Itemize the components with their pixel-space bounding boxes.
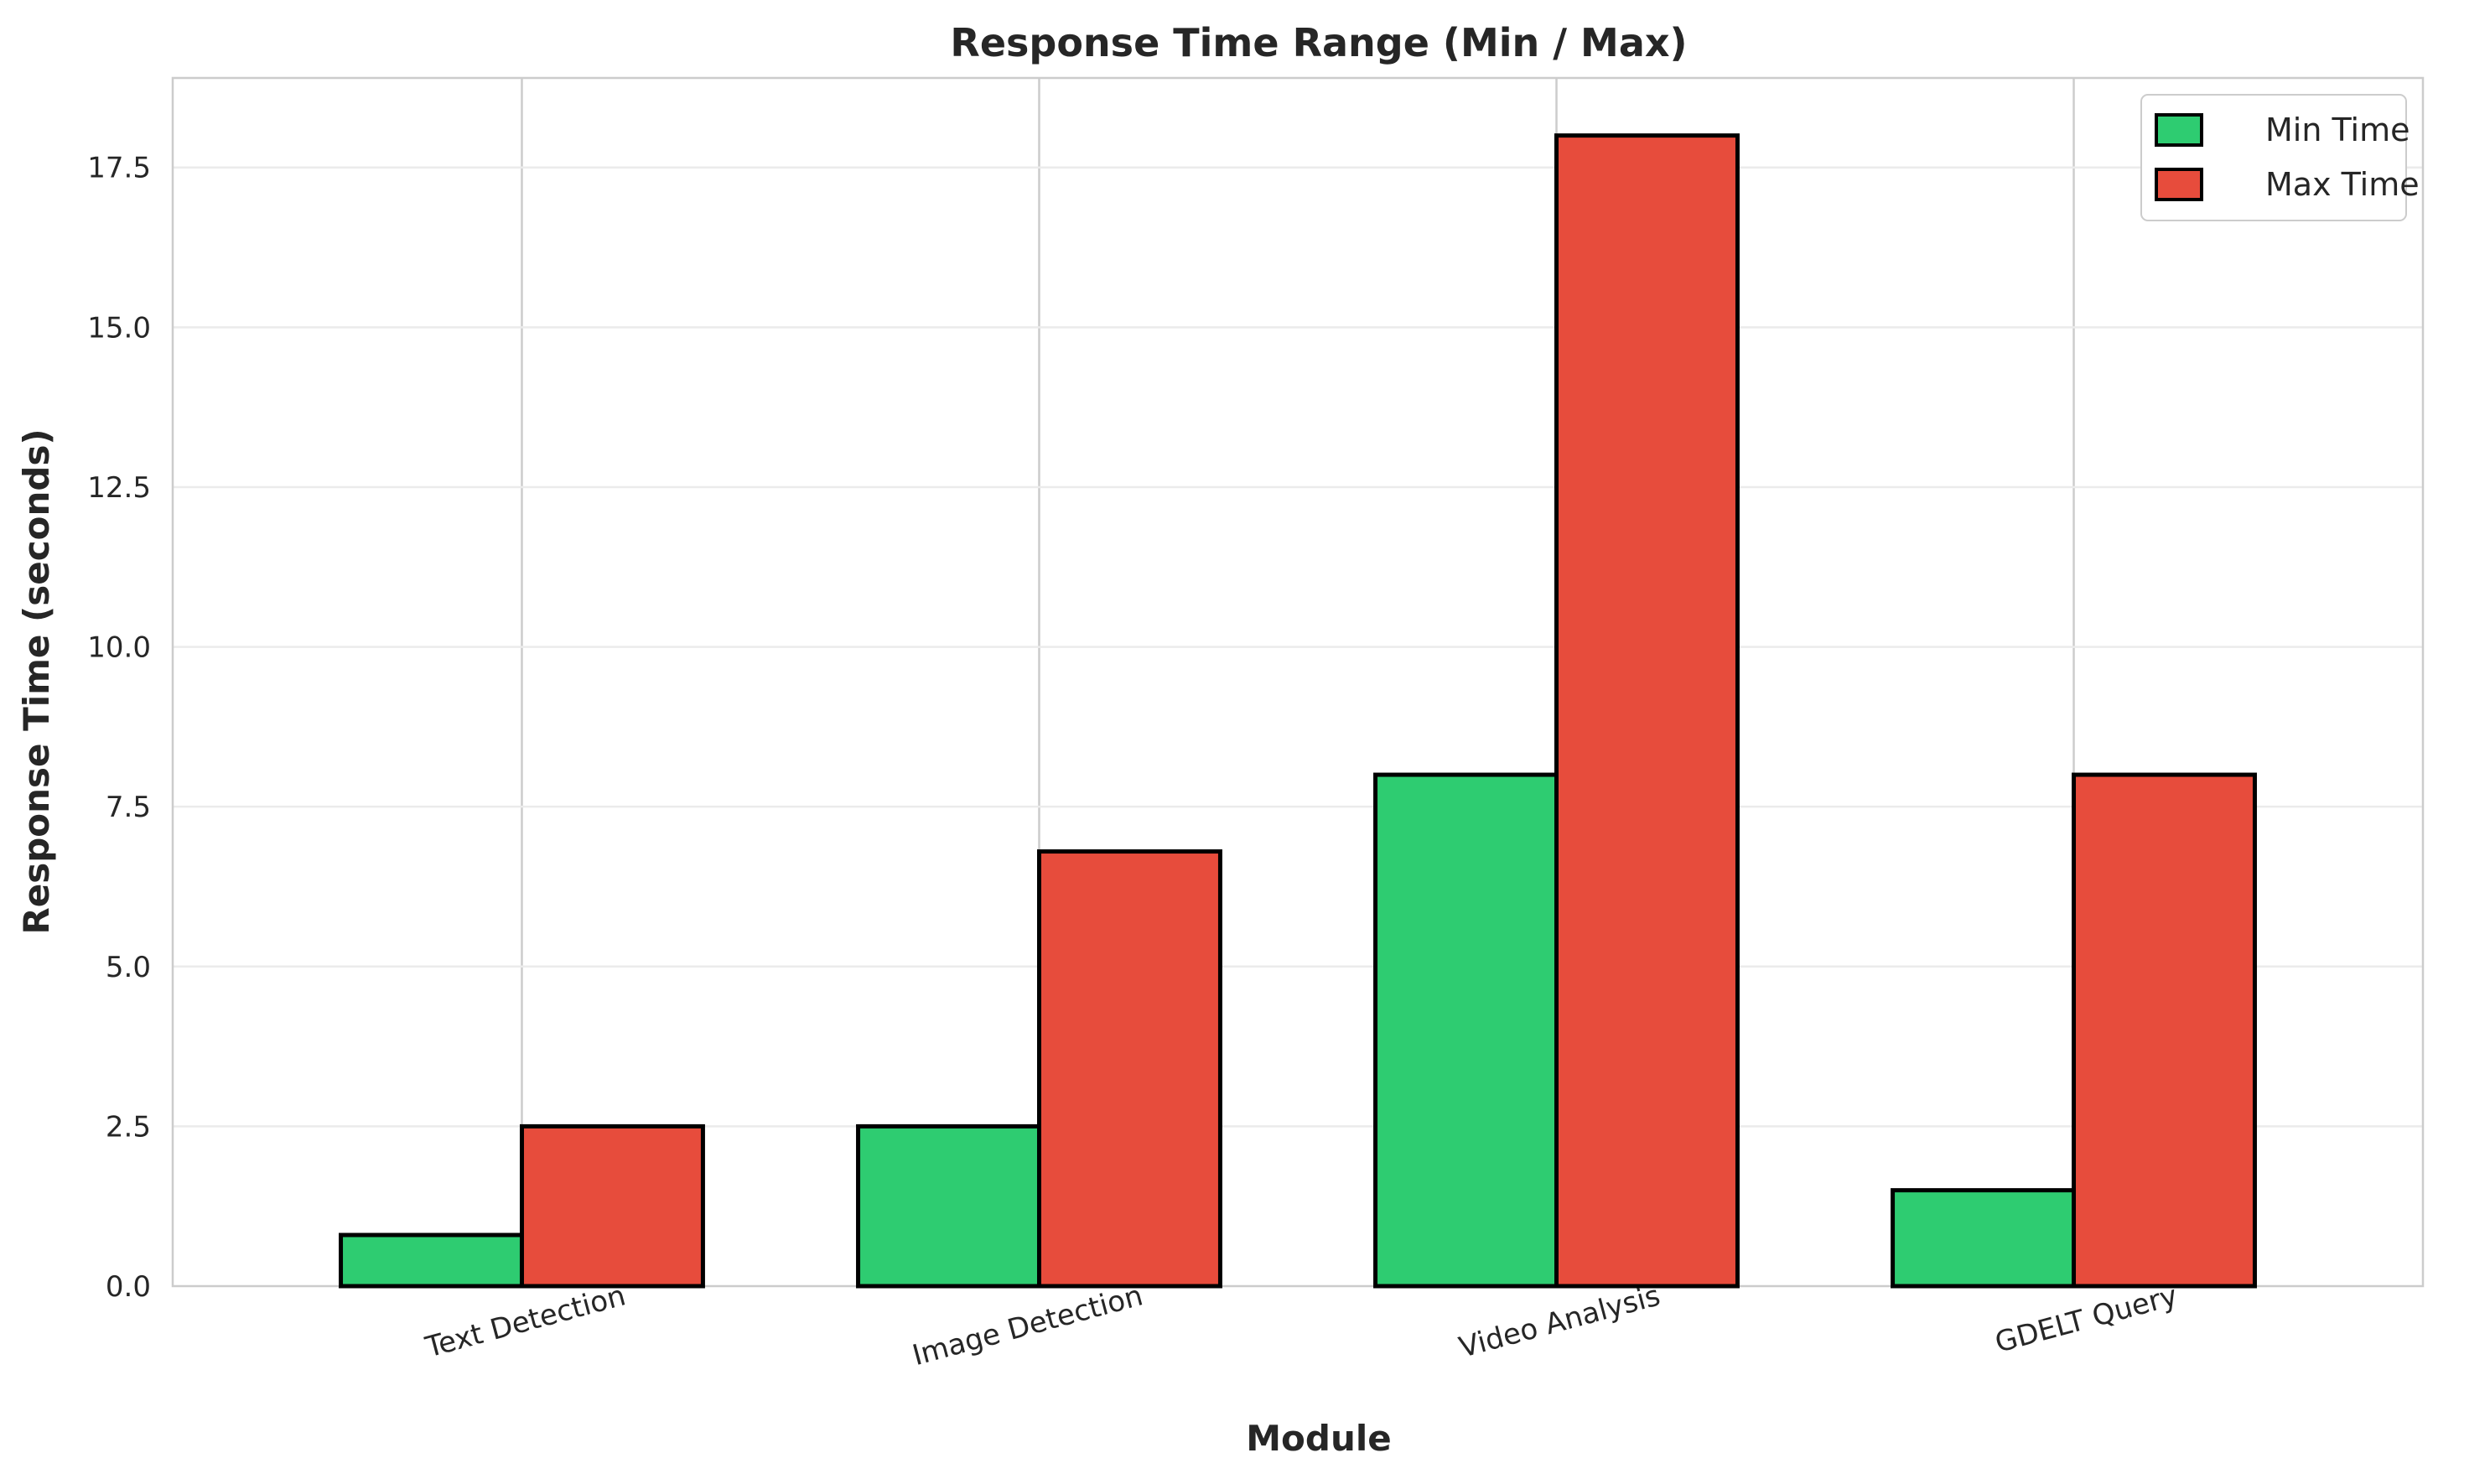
y-tick-label: 0.0 (106, 1270, 151, 1304)
bar-min-time-image-detection (856, 1123, 1041, 1289)
bar-max-time-gdelt-query (2072, 772, 2257, 1289)
y-tick-label: 2.5 (106, 1110, 151, 1144)
y-tick-label: 17.5 (87, 152, 151, 185)
y-tick-label: 5.0 (106, 951, 151, 984)
y-tick-labels: 0.0 2.5 5.0 7.5 10.0 12.5 15.0 17.5 (87, 152, 151, 1304)
bar-max-time-video-analysis (1554, 133, 1740, 1289)
chart-title: Response Time Range (Min / Max) (950, 20, 1687, 65)
y-tick-label: 12.5 (87, 471, 151, 505)
legend-label-max-time: Max Time (2265, 166, 2420, 203)
bar-min-time-video-analysis (1373, 772, 1559, 1289)
legend: Min Time Max Time (2140, 94, 2420, 221)
y-tick-label: 7.5 (106, 791, 151, 824)
bar-min-time-gdelt-query (1891, 1188, 2077, 1289)
y-tick-label: 15.0 (87, 311, 151, 345)
x-axis-label: Module (1246, 1418, 1392, 1459)
bar-max-time-text-detection (519, 1123, 705, 1289)
legend-swatch-min-time (2155, 113, 2203, 147)
y-gridlines (173, 166, 2423, 1128)
bar-max-time-image-detection (1036, 849, 1222, 1289)
plot-frame (171, 76, 2425, 1288)
legend-box (2140, 94, 2407, 221)
bar-min-time-text-detection (339, 1232, 524, 1289)
bars-group (339, 133, 2257, 1289)
legend-swatch-max-time (2155, 168, 2203, 201)
y-axis-label: Response Time (seconds) (16, 428, 57, 934)
y-tick-label: 10.0 (87, 631, 151, 665)
legend-label-min-time: Min Time (2265, 112, 2410, 148)
